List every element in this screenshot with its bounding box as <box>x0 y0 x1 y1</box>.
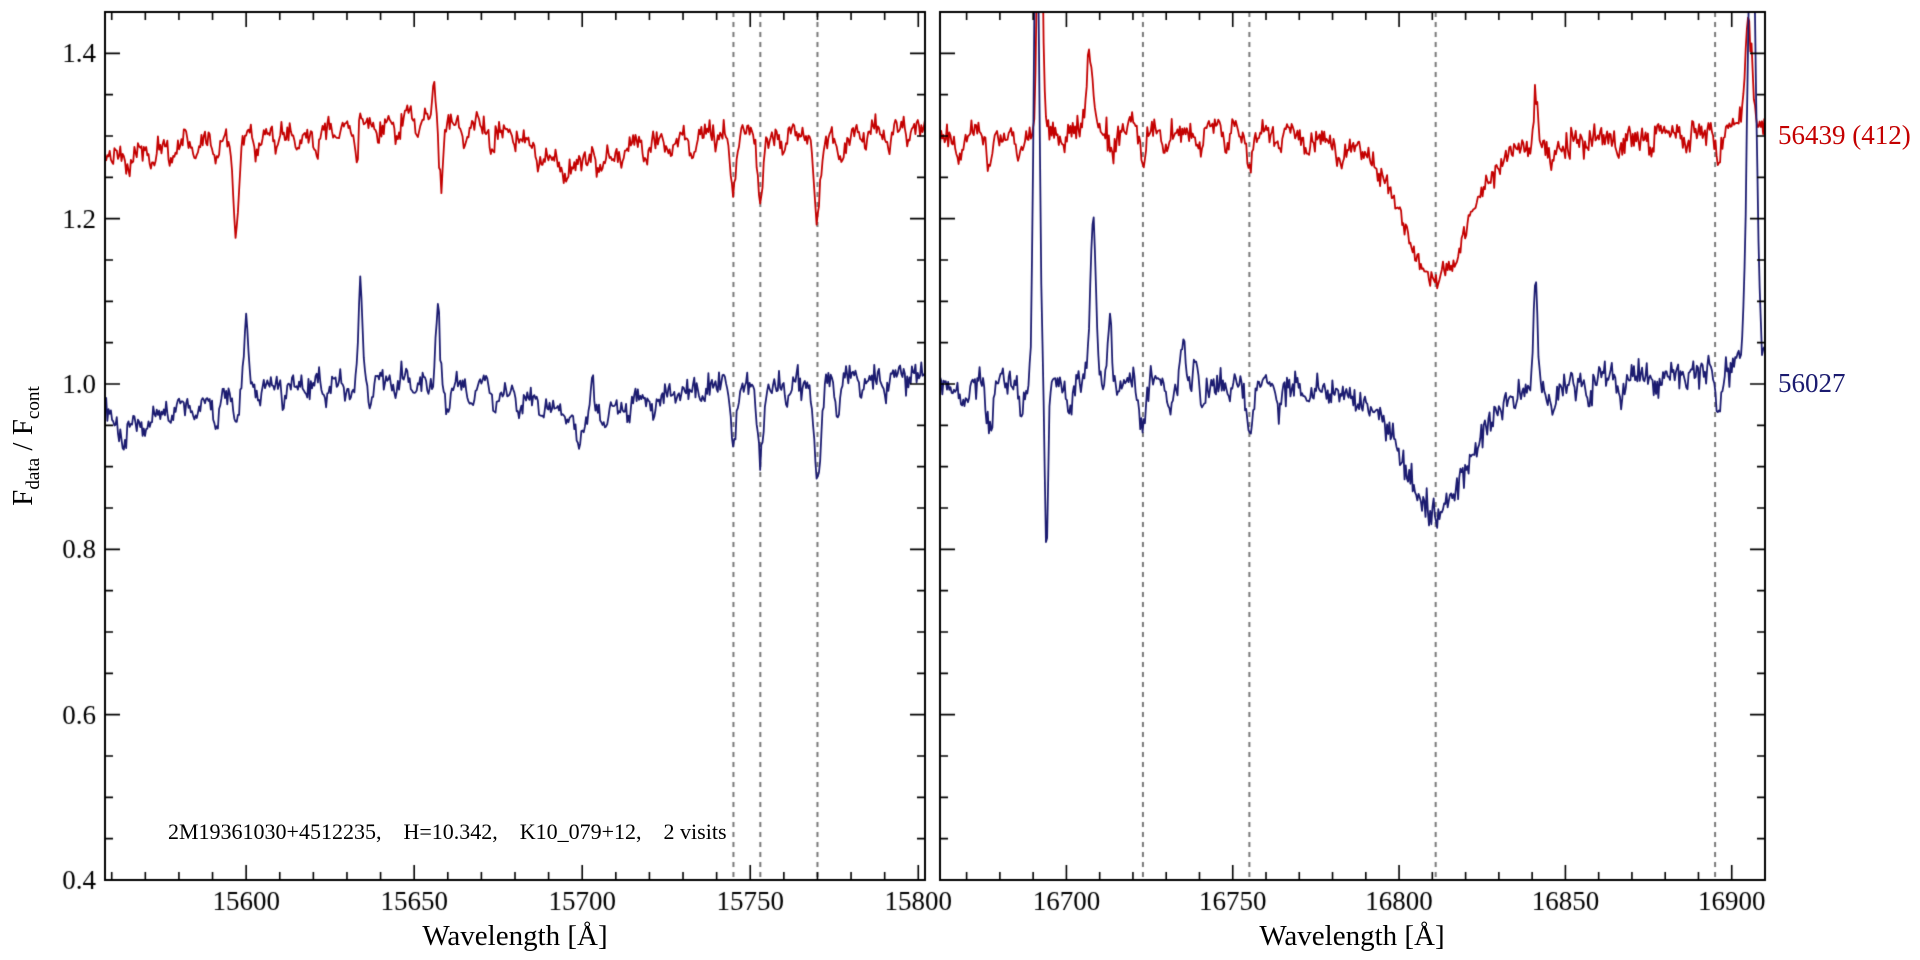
y-axis-title-sub2: cont <box>22 386 44 420</box>
target-annotation: 2M19361030+4512235, H=10.342, K10_079+12… <box>168 819 727 844</box>
series-label-56439: 56439 (412) <box>1778 120 1911 150</box>
y-axis-title: Fdata / Fcont <box>7 286 44 606</box>
y-axis-title-f1: F <box>7 489 39 506</box>
y-axis-title-f2: F <box>7 419 39 436</box>
y-axis-title-sub1: data <box>22 457 44 490</box>
y-axis-title-sep: / <box>7 435 39 458</box>
x-axis-title-right: Wavelength [Å] <box>1259 920 1445 952</box>
series-label-56027: 56027 <box>1778 368 1846 398</box>
x-axis-title-left: Wavelength [Å] <box>422 920 608 952</box>
